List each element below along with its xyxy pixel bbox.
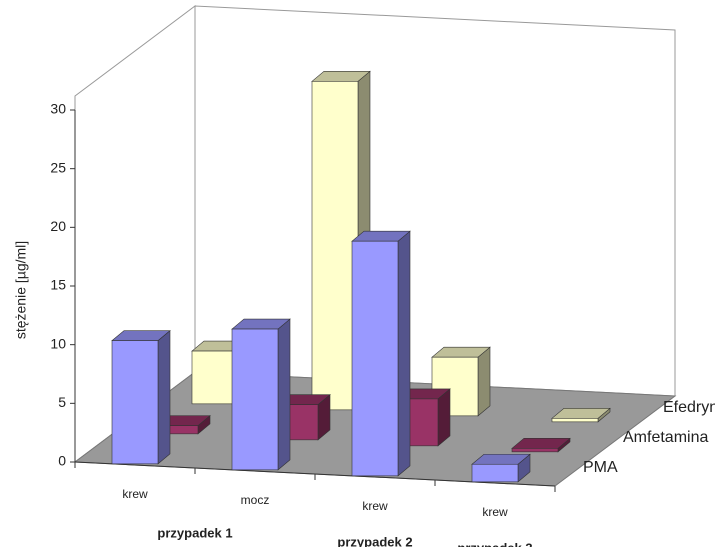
- bar: [231, 318, 291, 471]
- bar-front: [511, 448, 559, 453]
- x-tick-label: krew: [122, 487, 148, 501]
- y-tick-label: 30: [50, 101, 66, 117]
- bar: [471, 453, 531, 483]
- legend-label: Amfetamina: [623, 429, 708, 446]
- bar-front: [311, 81, 359, 411]
- y-tick-label: 15: [50, 277, 66, 293]
- bar-front: [111, 340, 159, 465]
- y-tick-label: 0: [58, 453, 66, 469]
- bar: [351, 230, 411, 477]
- bar-side: [397, 230, 411, 477]
- group-label: przypadek 3: [457, 540, 532, 547]
- bar-front: [231, 328, 279, 471]
- bar: [111, 330, 171, 465]
- bar-side: [157, 330, 171, 465]
- y-tick-label: 25: [50, 159, 66, 175]
- x-tick-label: krew: [482, 505, 508, 519]
- y-tick-label: 5: [58, 394, 66, 410]
- bar: [311, 70, 371, 411]
- bar: [511, 437, 571, 453]
- y-tick-label: 20: [50, 218, 66, 234]
- group-label: przypadek 1: [157, 525, 232, 540]
- bar-front: [191, 350, 239, 405]
- bar-front: [351, 240, 399, 477]
- bar-front: [551, 418, 599, 423]
- y-axis-label: stężenie [µg/ml]: [13, 241, 29, 339]
- bar-front: [471, 463, 519, 483]
- bar-side: [477, 346, 491, 417]
- x-tick-label: mocz: [241, 493, 270, 507]
- legend-label: Efedryna: [663, 399, 715, 416]
- y-tick-label: 10: [50, 335, 66, 351]
- legend-label: PMA: [583, 459, 618, 476]
- bar-side: [277, 318, 291, 471]
- bar: [551, 407, 611, 423]
- x-tick-label: krew: [362, 499, 388, 513]
- group-label: przypadek 2: [337, 534, 412, 547]
